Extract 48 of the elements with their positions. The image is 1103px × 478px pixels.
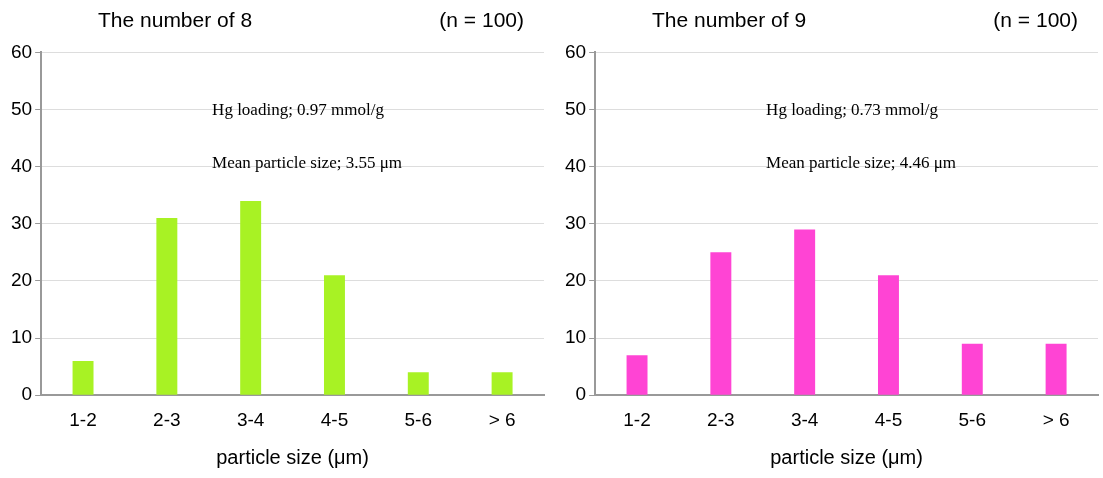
bar bbox=[710, 252, 732, 395]
chart-title: The number of 9 bbox=[652, 8, 807, 33]
bar bbox=[491, 372, 513, 395]
y-tick-label: 50 bbox=[564, 97, 587, 119]
y-tick-label: 20 bbox=[564, 269, 587, 291]
y-tick-label: 60 bbox=[564, 40, 587, 62]
y-tick-label: 0 bbox=[21, 383, 33, 405]
annotation: Mean particle size; 4.46 μm bbox=[766, 152, 957, 172]
x-tick-label: 1-2 bbox=[623, 408, 651, 430]
bar bbox=[961, 343, 983, 395]
bar bbox=[240, 200, 262, 395]
bar bbox=[626, 355, 648, 395]
y-tick-label: 30 bbox=[10, 212, 33, 234]
x-tick-label: 1-2 bbox=[69, 408, 97, 430]
bar bbox=[1045, 343, 1067, 395]
y-tick-label: 30 bbox=[564, 212, 587, 234]
annotation: Mean particle size; 3.55 μm bbox=[212, 152, 403, 172]
chart-title: The number of 8 bbox=[98, 8, 253, 33]
x-tick-label: 3-4 bbox=[790, 408, 819, 430]
x-tick-label: 2-3 bbox=[707, 408, 735, 430]
x-tick-label: 5-6 bbox=[958, 408, 987, 430]
bar bbox=[324, 275, 345, 395]
x-tick-label: > 6 bbox=[488, 408, 516, 430]
bar bbox=[156, 218, 178, 395]
x-tick-label: 2-3 bbox=[153, 408, 181, 430]
y-tick-label: 40 bbox=[10, 154, 33, 176]
x-axis-title: particle size (μm) bbox=[216, 445, 369, 468]
annotation: Hg loading; 0.97 mmol/g bbox=[212, 99, 385, 119]
chart-subtitle: (n = 100) bbox=[993, 8, 1078, 33]
bar bbox=[407, 372, 429, 395]
bar bbox=[878, 275, 899, 395]
bar bbox=[794, 229, 816, 395]
y-tick-label: 0 bbox=[575, 383, 587, 405]
chart-subtitle: (n = 100) bbox=[439, 8, 524, 33]
x-tick-label: 4-5 bbox=[874, 408, 903, 430]
y-tick-label: 50 bbox=[10, 97, 33, 119]
bar bbox=[72, 360, 94, 395]
y-tick-label: 60 bbox=[10, 40, 33, 62]
x-axis-title: particle size (μm) bbox=[770, 445, 923, 468]
x-tick-label: 3-4 bbox=[236, 408, 265, 430]
y-tick-label: 20 bbox=[10, 269, 33, 291]
x-tick-label: 5-6 bbox=[404, 408, 433, 430]
annotation: Hg loading; 0.73 mmol/g bbox=[766, 99, 939, 119]
x-tick-label: > 6 bbox=[1042, 408, 1070, 430]
y-tick-label: 40 bbox=[564, 154, 587, 176]
y-tick-label: 10 bbox=[564, 326, 587, 348]
y-tick-label: 10 bbox=[10, 326, 33, 348]
x-tick-label: 4-5 bbox=[320, 408, 349, 430]
